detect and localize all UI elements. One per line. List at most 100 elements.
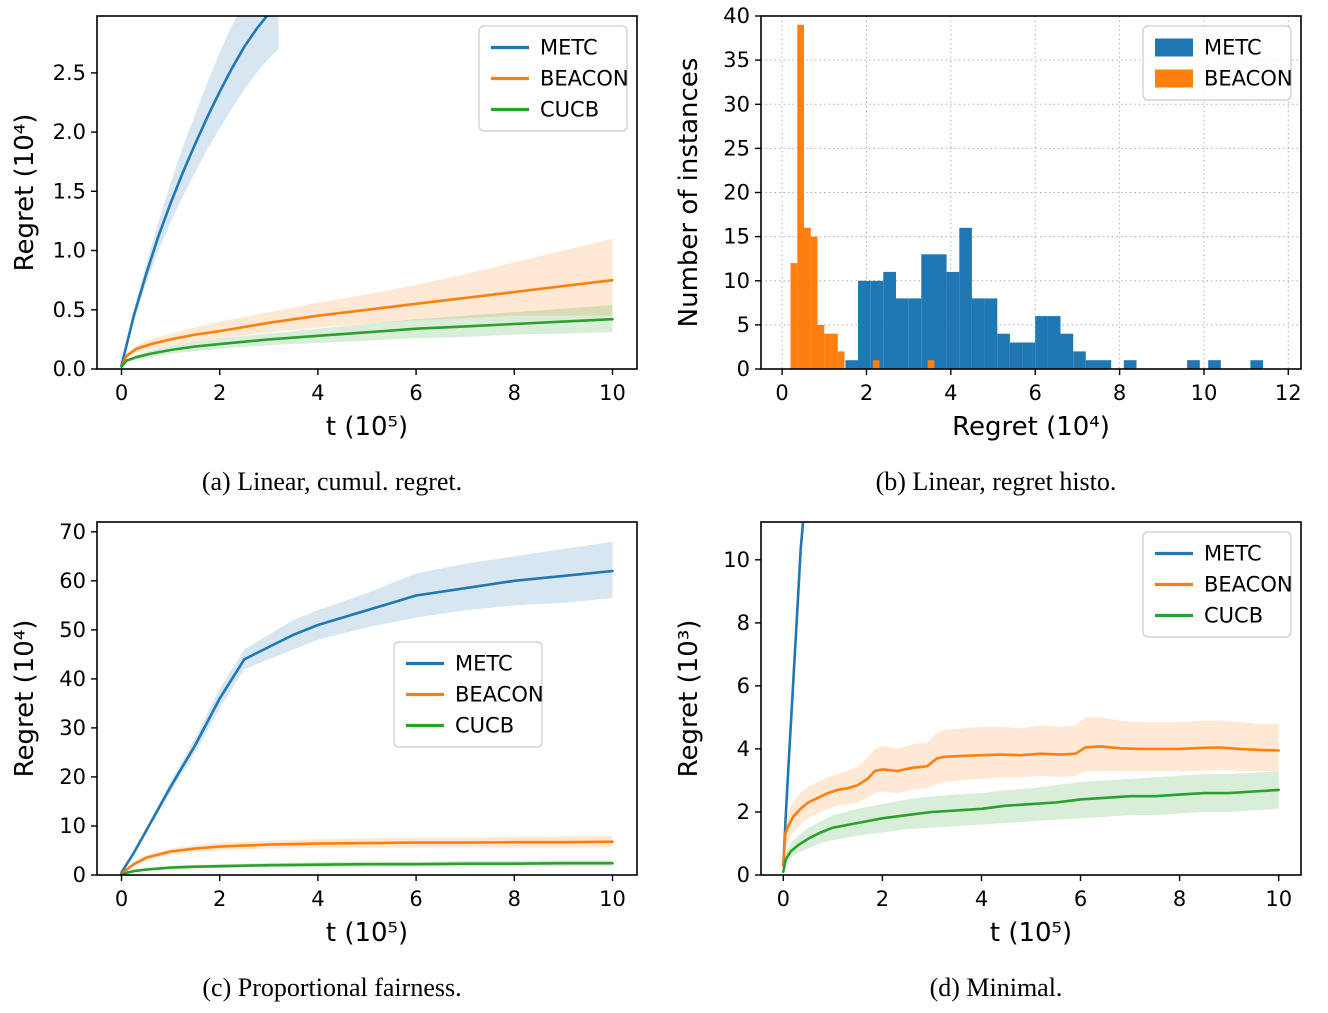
chart-d-y-ticks: 0 2 4 6 8 10: [723, 548, 761, 887]
chart-c-legend-box: [393, 641, 543, 748]
chart-a-xtick-label: 4: [311, 381, 324, 405]
chart-c-line-CUCB: [120, 861, 614, 875]
chart-c-ytick-label: 10: [59, 814, 86, 838]
chart-c-ytick-label: 50: [59, 618, 86, 642]
chart-b-y-axis-label: Number of instances: [674, 58, 704, 328]
chart-b-bar: [817, 324, 825, 369]
chart-b-bar: [1060, 333, 1074, 369]
chart-d-ytick-label: 8: [737, 611, 750, 635]
chart-a-xtick-label: 2: [213, 381, 226, 405]
chart-b-bar: [858, 280, 871, 369]
chart-b-bar: [908, 298, 922, 369]
chart-b-ytick-label: 30: [723, 92, 750, 116]
chart-b-bar: [921, 254, 934, 369]
chart-b-bar: [797, 24, 804, 369]
chart-b-bar: [927, 360, 935, 369]
chart-c-ytick-label: 40: [59, 667, 86, 691]
chart-b-legend-label-BEACON: BEACON: [1204, 67, 1293, 91]
chart-b-legend: METC BEACON: [1142, 25, 1293, 101]
chart-c-ytick-label: 0: [73, 863, 86, 887]
chart-b-ytick-label: 15: [723, 225, 750, 249]
chart-b-ytick-label: 25: [723, 136, 750, 160]
chart-b-ytick-label: 35: [723, 48, 750, 72]
chart-a-ytick-label: 2.0: [53, 120, 86, 144]
chart-b-bar: [1035, 316, 1048, 369]
chart-b-legend-swatch-METC: [1155, 38, 1193, 57]
chart-b-bar: [1009, 342, 1023, 369]
chart-a-ytick-label: 1.0: [53, 239, 86, 263]
chart-b-xtick-label: 0: [775, 381, 788, 405]
chart-c-legend-label-METC: METC: [455, 652, 513, 676]
chart-c-proportional-fairness: 0 2 4 6 8 10 0 10 20 30 40 50 60 70 t (10⁵) Regret (10⁴…: [10, 520, 638, 948]
chart-d-ytick-label: 4: [737, 737, 750, 761]
chart-b-bar: [984, 298, 998, 369]
chart-c-legend-label-BEACON: BEACON: [455, 683, 544, 707]
figure-d: 0 2 4 6 8 10 0 2 4 6 8 10 t (10⁵) Regret (10³) METC BEA…: [664, 506, 1328, 1013]
chart-b-bar: [1073, 351, 1086, 369]
chart-d-minimal: 0 2 4 6 8 10 0 2 4 6 8 10 t (10⁵) Regret (10³) METC BEA…: [674, 521, 1302, 948]
chart-b-bar: [1250, 360, 1263, 369]
chart-a-legend: METC BEACON CUCB: [478, 25, 629, 132]
chart-c-x-ticks: 0 2 4 6 8 10: [115, 875, 626, 911]
chart-d-xtick-label: 0: [777, 887, 790, 911]
chart-b-bar: [845, 360, 858, 369]
chart-c-xtick-label: 4: [311, 887, 324, 911]
chart-d-line-BEACON: [782, 745, 1281, 867]
chart-a-xtick-label: 6: [409, 381, 422, 405]
chart-d-ytick-label: 0: [737, 863, 750, 887]
chart-b-bar: [946, 271, 960, 369]
chart-b-xtick-label: 8: [1113, 381, 1126, 405]
chart-c-xtick-label: 8: [508, 887, 521, 911]
chart-b-bars-BEACON: [790, 24, 935, 369]
chart-c-legend-label-CUCB: CUCB: [455, 714, 514, 738]
chart-b-xtick-label: 2: [860, 381, 873, 405]
chart-b-xtick-label: 10: [1191, 381, 1218, 405]
chart-b-bar: [837, 351, 845, 369]
chart-b-bar: [872, 360, 880, 369]
chart-b-gridlines: [761, 16, 1301, 369]
chart-d-legend-label-METC: METC: [1204, 542, 1262, 566]
chart-b-xtick-label: 6: [1029, 381, 1042, 405]
chart-a-legend-box: [478, 25, 628, 132]
chart-d-legend-label-BEACON: BEACON: [1204, 573, 1293, 597]
chart-a-ytick-label: 0.5: [53, 298, 86, 322]
chart-c-ytick-label: 60: [59, 569, 86, 593]
chart-b-ytick-label: 5: [737, 313, 750, 337]
caption-b: (b) Linear, regret histo.: [875, 467, 1117, 496]
chart-c-xtick-label: 6: [409, 887, 422, 911]
chart-d-ytick-label: 10: [723, 548, 750, 572]
chart-b-bar: [971, 298, 985, 369]
chart-b-bar: [1187, 360, 1200, 369]
chart-a-legend-label-METC: METC: [540, 36, 598, 60]
chart-b-bar: [1208, 360, 1221, 369]
chart-d-x-axis-label: t (10⁵): [990, 918, 1072, 948]
figure-c: 0 2 4 6 8 10 0 10 20 30 40 50 60 70 t (10⁵) Regret (10⁴…: [0, 506, 664, 1013]
chart-c-line-BEACON: [120, 840, 614, 875]
chart-a-legend-label-BEACON: BEACON: [540, 67, 629, 91]
chart-c-xtick-label: 10: [599, 887, 626, 911]
chart-d-ytick-label: 2: [737, 800, 750, 824]
chart-b-bar: [997, 333, 1010, 369]
chart-d-band-BEACON: [783, 717, 1279, 866]
chart-b-bar: [804, 227, 811, 369]
chart-a-linear-cumulative-regret: 0 2 4 6 8 10 0.0 0.5 1.0 1.5 2.0 2.5 t (10⁵) Regret (…: [10, 15, 638, 442]
chart-d-x-ticks: 0 2 4 6 8 10: [777, 875, 1292, 911]
chart-d-xtick-label: 4: [975, 887, 988, 911]
chart-b-xtick-label: 12: [1275, 381, 1302, 405]
chart-c-ytick-label: 20: [59, 765, 86, 789]
chart-a-spines: [96, 15, 638, 370]
chart-d-line-CUCB: [782, 788, 1281, 874]
chart-c-spines: [96, 521, 638, 876]
caption-a: (a) Linear, cumul. regret.: [201, 467, 463, 496]
chart-d-legend: METC BEACON CUCB: [1142, 531, 1293, 638]
chart-c-xtick-label: 2: [213, 887, 226, 911]
chart-b-bar: [934, 254, 947, 369]
chart-b-legend-label-METC: METC: [1204, 36, 1262, 60]
chart-a-x-axis-label: t (10⁵): [326, 412, 408, 442]
chart-b-ytick-label: 20: [723, 181, 750, 205]
chart-b-bar: [831, 333, 838, 369]
chart-b-bar: [810, 236, 818, 369]
chart-a-plot-area: [120, 16, 614, 368]
chart-a-line-METC: [120, 16, 269, 367]
